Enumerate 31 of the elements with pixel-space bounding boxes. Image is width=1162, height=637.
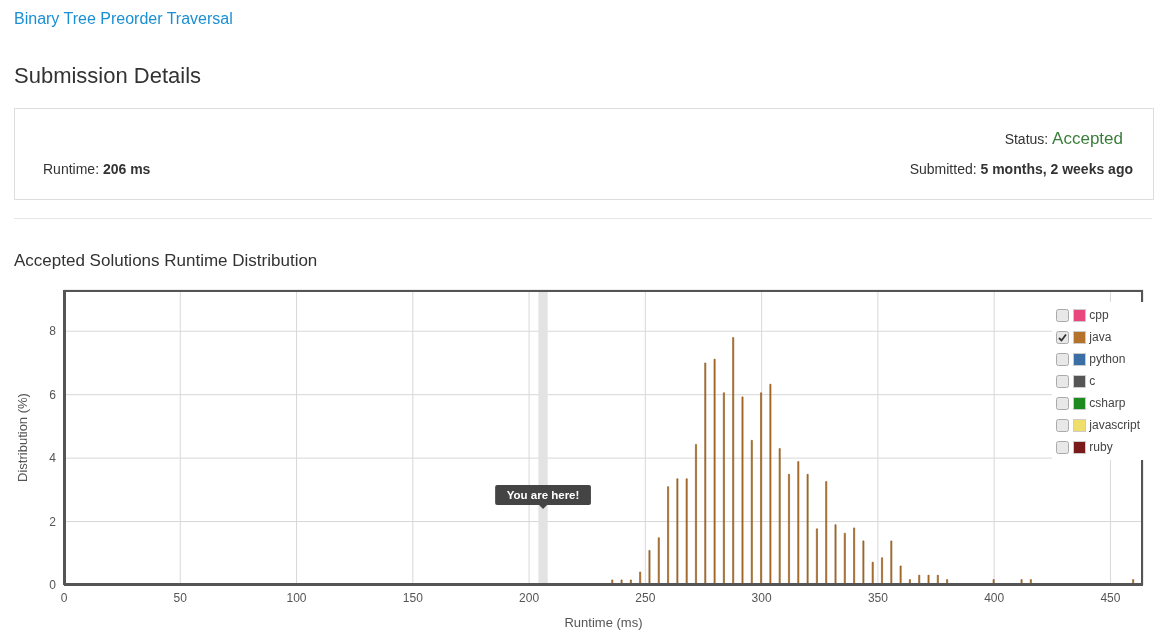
chart-title: Accepted Solutions Runtime Distribution [14, 251, 318, 271]
text: Submitted: 5 months, 2 weeks ago [909, 161, 1133, 177]
x-tick-label: 450 [1100, 590, 1121, 605]
x-axis-title: Runtime (ms) [564, 615, 643, 630]
text: Status: Accepted [1004, 129, 1123, 149]
legend-label: ruby [1089, 440, 1113, 454]
x-tick-label: 150 [402, 590, 424, 605]
x-tick-label: 0 [60, 590, 68, 605]
x-tick-label: 400 [984, 590, 1005, 605]
band-label: You are here! [506, 489, 580, 501]
y-tick-label: 0 [49, 578, 57, 593]
legend-label: python [1089, 352, 1126, 366]
x-tick-label: 200 [519, 590, 540, 605]
y-tick-label: 2 [49, 514, 57, 529]
y-tick-label: 6 [49, 387, 57, 402]
x-tick-label: 50 [173, 590, 188, 605]
y-axis-title: Distribution (%) [14, 393, 30, 482]
legend-label: java [1089, 330, 1112, 344]
x-tick-label: 350 [867, 590, 889, 605]
y-tick-label: 8 [49, 324, 57, 339]
legend-label: csharp [1089, 396, 1126, 410]
y-tick-label: 4 [49, 451, 57, 466]
x-tick-label: 300 [751, 590, 772, 605]
legend-label: c [1089, 374, 1096, 388]
legend-label: cpp [1089, 308, 1109, 322]
x-tick-label: 100 [286, 590, 307, 605]
text: Runtime: 206 ms [43, 161, 151, 177]
x-tick-label: 250 [635, 590, 656, 605]
legend-label: javascript [1089, 418, 1140, 432]
text: Binary Tree Preorder Traversal [14, 10, 233, 28]
text: Submission Details [14, 63, 202, 89]
